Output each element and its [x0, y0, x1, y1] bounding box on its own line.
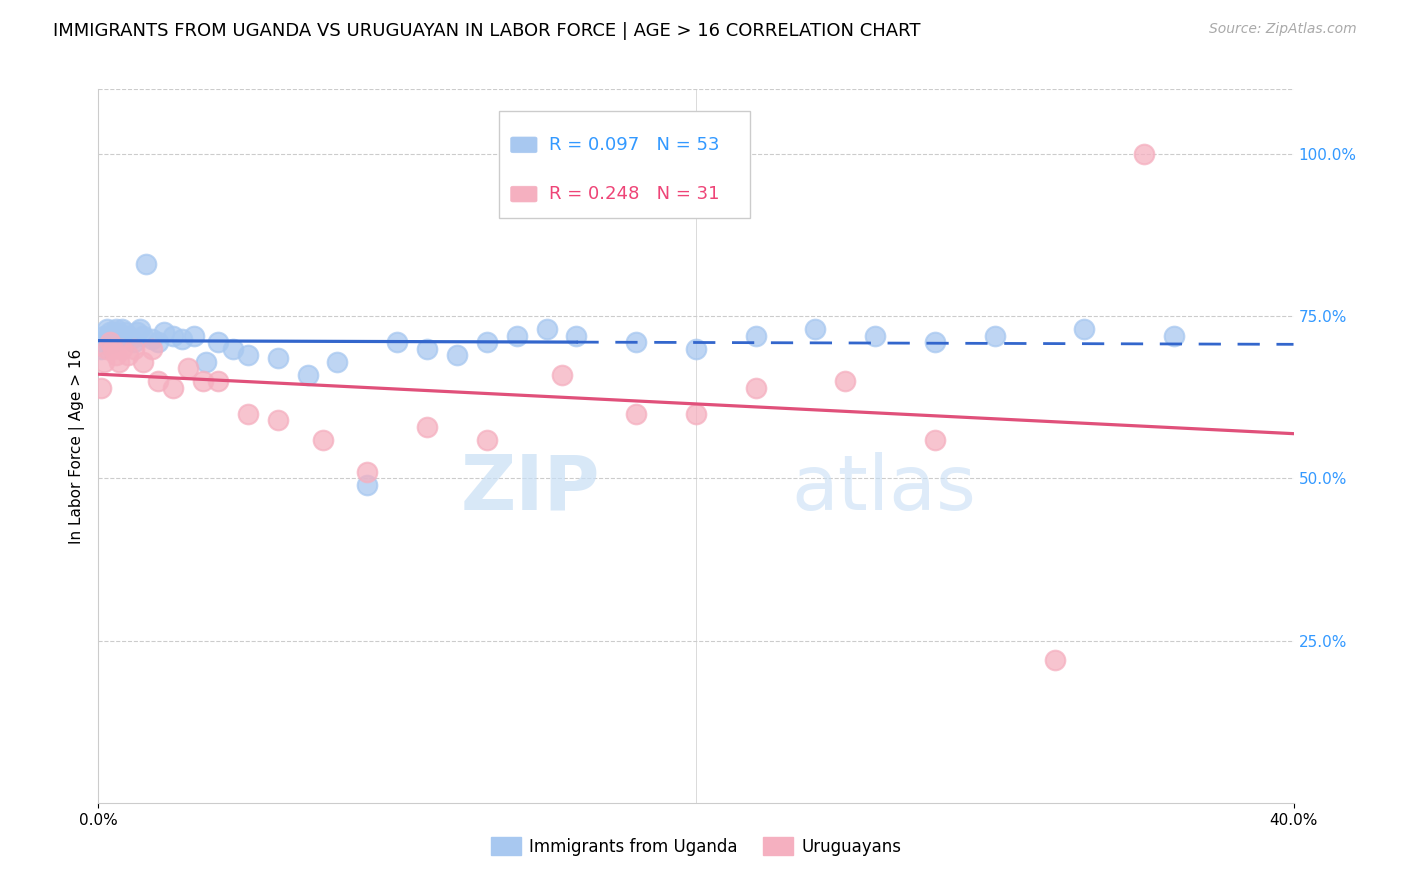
Point	[326, 354, 349, 368]
Point	[550, 368, 572, 382]
Point	[148, 374, 170, 388]
Legend: Immigrants from Uganda, Uruguayans: Immigrants from Uganda, Uruguayans	[484, 830, 908, 863]
Point	[90, 342, 112, 356]
Text: IMMIGRANTS FROM UGANDA VS URUGUAYAN IN LABOR FORCE | AGE > 16 CORRELATION CHART: IMMIGRANTS FROM UGANDA VS URUGUAYAN IN L…	[53, 22, 921, 40]
Point	[105, 322, 128, 336]
Point	[120, 332, 142, 346]
Point	[135, 257, 157, 271]
Point	[108, 328, 131, 343]
Point	[924, 335, 946, 350]
Point	[536, 322, 558, 336]
Point	[132, 354, 155, 368]
Point	[745, 381, 768, 395]
Y-axis label: In Labor Force | Age > 16: In Labor Force | Age > 16	[69, 349, 84, 543]
Point	[148, 335, 170, 350]
Point	[222, 342, 245, 356]
Point	[267, 351, 290, 366]
Point	[141, 332, 163, 346]
Point	[153, 326, 176, 340]
FancyBboxPatch shape	[499, 111, 749, 218]
Text: ZIP: ZIP	[461, 452, 600, 525]
Point	[356, 465, 378, 479]
Point	[105, 326, 128, 340]
Point	[745, 328, 768, 343]
Point	[685, 407, 707, 421]
Text: atlas: atlas	[792, 452, 976, 525]
Point	[804, 322, 827, 336]
Point	[1043, 653, 1066, 667]
Point	[506, 328, 529, 343]
Point	[356, 478, 378, 492]
Point	[108, 332, 131, 346]
Point	[124, 342, 146, 356]
Point	[111, 342, 134, 356]
Point	[207, 335, 229, 350]
Point	[141, 342, 163, 356]
Point	[1133, 147, 1156, 161]
Point	[311, 433, 333, 447]
Point	[475, 335, 498, 350]
Point	[183, 328, 205, 343]
Point	[565, 328, 588, 343]
Point	[162, 328, 184, 343]
Point	[475, 433, 498, 447]
FancyBboxPatch shape	[510, 137, 537, 153]
Point	[984, 328, 1007, 343]
Point	[236, 407, 259, 421]
Point	[114, 326, 136, 340]
Point	[865, 328, 887, 343]
FancyBboxPatch shape	[510, 186, 537, 202]
Point	[297, 368, 319, 382]
Point	[446, 348, 468, 362]
Point	[103, 332, 125, 346]
Point	[90, 381, 112, 395]
Text: Source: ZipAtlas.com: Source: ZipAtlas.com	[1209, 22, 1357, 37]
Point	[103, 342, 125, 356]
Point	[105, 348, 128, 362]
Point	[1073, 322, 1095, 336]
Point	[111, 328, 134, 343]
Text: R = 0.248   N = 31: R = 0.248 N = 31	[548, 186, 720, 203]
Point	[93, 328, 115, 343]
Point	[236, 348, 259, 362]
Point	[108, 354, 131, 368]
Point	[267, 413, 290, 427]
Point	[385, 335, 409, 350]
Point	[834, 374, 856, 388]
Point	[129, 322, 152, 336]
Point	[207, 374, 229, 388]
Point	[98, 328, 122, 343]
Point	[685, 342, 707, 356]
Point	[626, 335, 648, 350]
Point	[117, 328, 139, 343]
Point	[162, 381, 184, 395]
Point	[96, 332, 118, 346]
Point	[1163, 328, 1185, 343]
Point	[117, 348, 139, 362]
Text: R = 0.097   N = 53: R = 0.097 N = 53	[548, 136, 720, 153]
Point	[127, 326, 149, 340]
Point	[93, 354, 115, 368]
Point	[416, 419, 439, 434]
Point	[195, 354, 218, 368]
Point	[96, 342, 118, 356]
Point	[103, 335, 125, 350]
Point	[111, 322, 134, 336]
Point	[96, 322, 118, 336]
Point	[98, 335, 122, 350]
Point	[124, 335, 146, 350]
Point	[172, 332, 194, 346]
Point	[93, 335, 115, 350]
Point	[924, 433, 946, 447]
Point	[626, 407, 648, 421]
Point	[416, 342, 439, 356]
Point	[98, 326, 122, 340]
Point	[177, 361, 200, 376]
Point	[132, 328, 155, 343]
Point	[191, 374, 214, 388]
